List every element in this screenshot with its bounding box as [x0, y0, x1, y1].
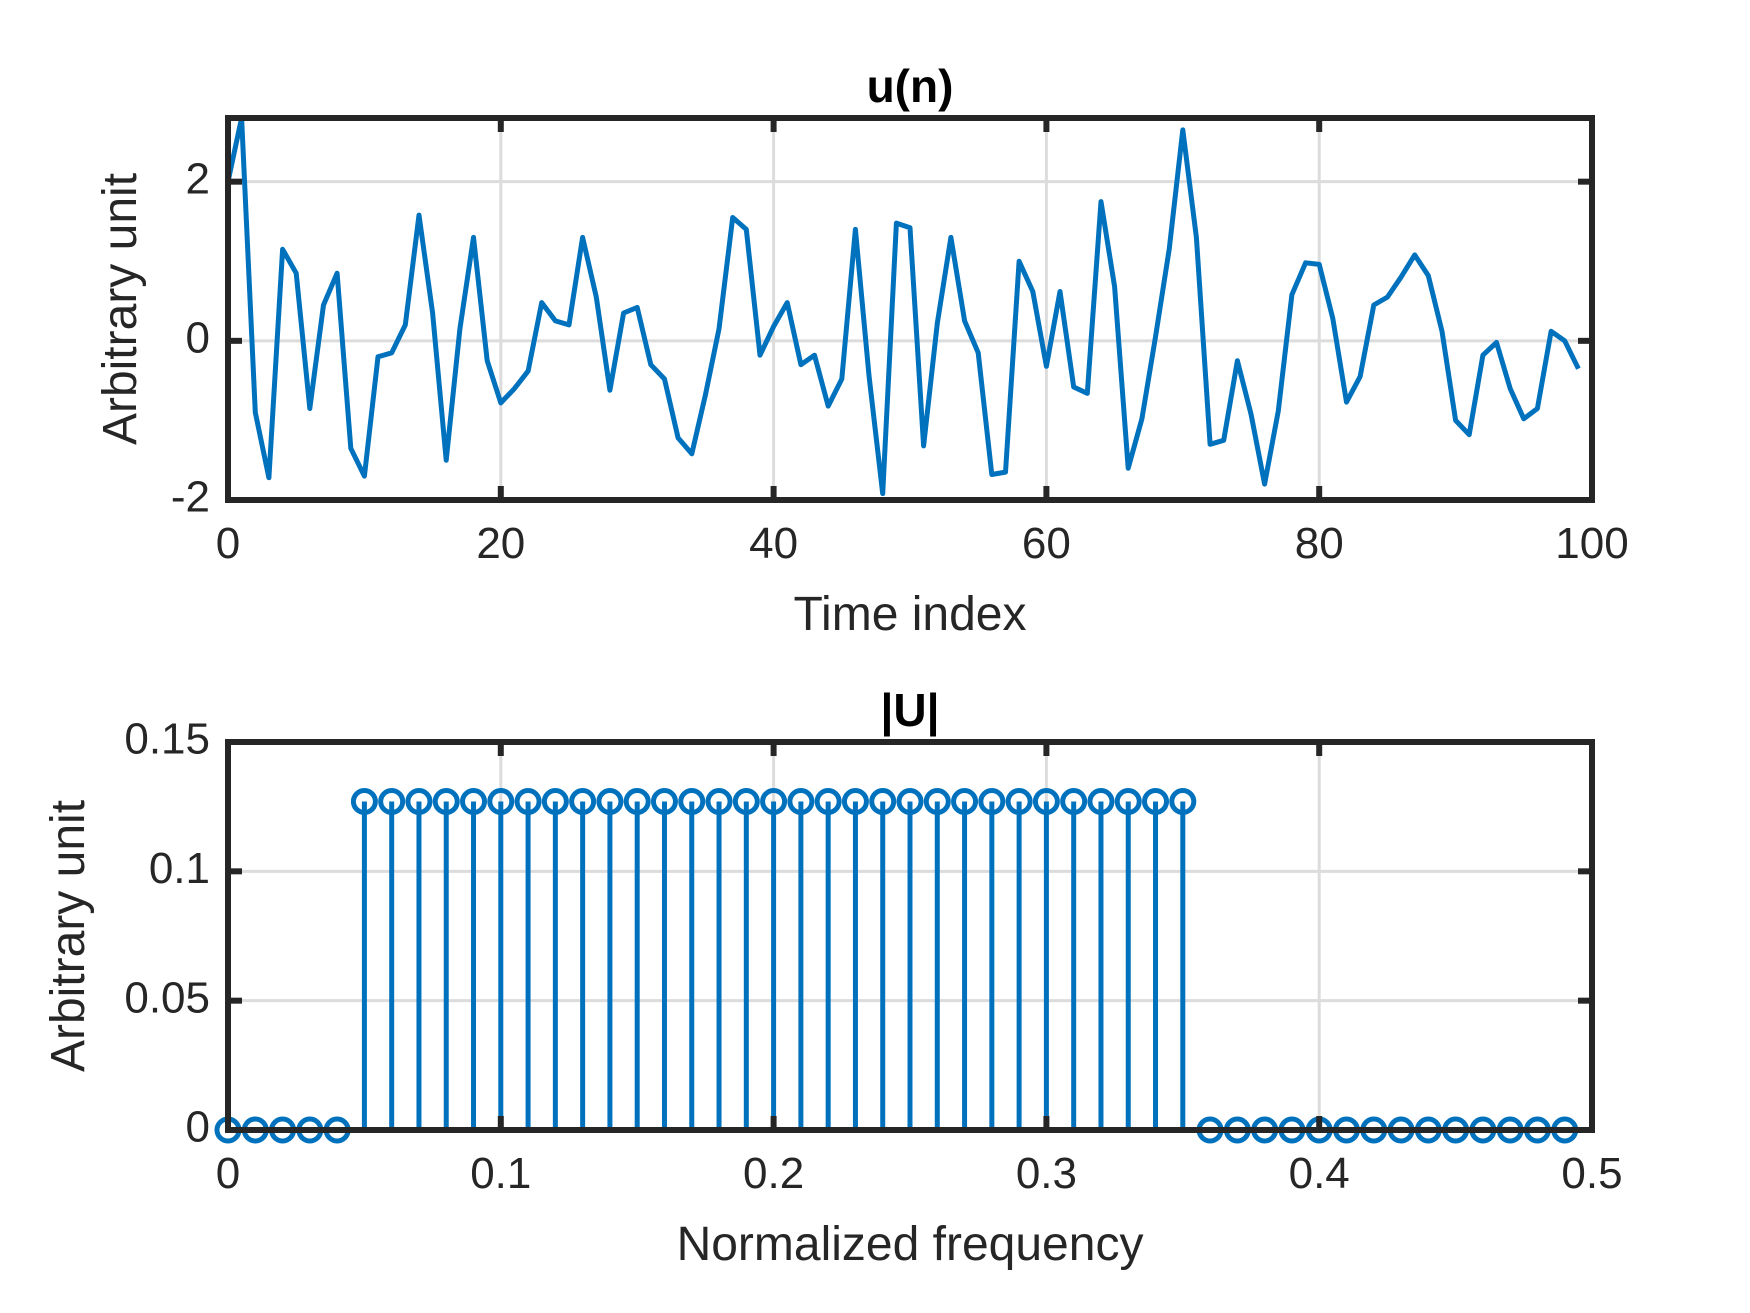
spectrum-x-tick-labels: 0 0.1 0.2 0.3 0.4 0.5: [216, 1149, 1623, 1198]
time-domain-x-axis-label: Time index: [794, 588, 1027, 641]
spectrum-x-tick-label: 0.2: [743, 1149, 804, 1198]
time-domain-x-tick-label: 0: [216, 519, 240, 568]
spectrum-stem-marker: [869, 787, 897, 815]
time-domain-plot: 0 20 40 60 80 100 -202 u(n) Time index Arbitr…: [94, 60, 1629, 641]
spectrum-stem-marker: [678, 787, 706, 815]
spectrum-x-tick-label: 0: [216, 1149, 240, 1198]
spectrum-stem-marker: [432, 787, 460, 815]
spectrum-stem-marker: [405, 787, 433, 815]
spectrum-stem-marker: [787, 787, 815, 815]
spectrum-y-tick-label: 0.1: [149, 844, 210, 893]
spectrum-stem-marker: [596, 787, 624, 815]
spectrum-axes-frame: [225, 739, 1595, 1133]
spectrum-stem-marker: [541, 787, 569, 815]
time-domain-y-tick-label: 2: [186, 154, 210, 203]
spectrum-y-tick-labels: 0 0.05 0.1 0.15: [124, 715, 210, 1152]
time-domain-series-line: [225, 115, 1581, 497]
time-domain-ticks: [225, 118, 1595, 503]
spectrum-stem-marker: [1032, 787, 1060, 815]
spectrum-stem-marker: [760, 787, 788, 815]
spectrum-stem-marker: [487, 787, 515, 815]
spectrum-x-tick-label: 0.5: [1561, 1149, 1622, 1198]
spectrum-x-tick-label: 0.1: [470, 1149, 531, 1198]
spectrum-stem-marker: [378, 787, 406, 815]
spectrum-series: [214, 787, 1579, 1144]
spectrum-stem-marker: [569, 787, 597, 815]
spectrum-ticks: [225, 739, 1595, 1133]
spectrum-title: |U|: [881, 684, 940, 736]
spectrum-stem-marker: [650, 787, 678, 815]
spectrum-stem-marker: [514, 787, 542, 815]
time-domain-y-axis-label: Arbitrary unit: [94, 173, 147, 445]
spectrum-stem-marker: [460, 787, 488, 815]
spectrum-stem-marker: [1169, 787, 1197, 815]
time-domain-title: u(n): [867, 60, 954, 112]
time-domain-y-tick-label: 0: [186, 313, 210, 362]
time-domain-x-tick-label: 100: [1555, 519, 1628, 568]
spectrum-plot: 0 0.1 0.2 0.3 0.4 0.5 0 0.05 0.1 0.15 |U| Normal…: [42, 684, 1623, 1271]
spectrum-stem-marker: [896, 787, 924, 815]
spectrum-stem-marker: [951, 787, 979, 815]
spectrum-stem-marker: [1005, 787, 1033, 815]
time-domain-x-tick-label: 40: [749, 519, 798, 568]
spectrum-stem-marker: [705, 787, 733, 815]
spectrum-stem-marker: [1114, 787, 1142, 815]
spectrum-stem-marker: [1060, 787, 1088, 815]
spectrum-stem-marker: [841, 787, 869, 815]
time-domain-y-tick-labels: -2 0 2: [171, 154, 210, 521]
spectrum-stem-marker: [814, 787, 842, 815]
spectrum-stem-marker: [1087, 787, 1115, 815]
spectrum-stem-marker: [978, 787, 1006, 815]
time-domain-x-tick-labels: 0 20 40 60 80 100: [216, 519, 1629, 568]
spectrum-x-axis-label: Normalized frequency: [677, 1218, 1144, 1271]
spectrum-stem-marker: [623, 787, 651, 815]
spectrum-y-tick-label: 0.05: [124, 973, 210, 1022]
spectrum-y-tick-label: 0: [186, 1103, 210, 1152]
spectrum-x-tick-label: 0.4: [1289, 1149, 1350, 1198]
spectrum-stem-marker: [923, 787, 951, 815]
time-domain-y-tick-label: -2: [171, 473, 210, 522]
time-domain-axes-frame: [225, 115, 1595, 503]
time-domain-x-tick-label: 20: [476, 519, 525, 568]
spectrum-stem-marker: [732, 787, 760, 815]
time-domain-x-tick-label: 60: [1022, 519, 1071, 568]
spectrum-stem-marker: [350, 787, 378, 815]
time-domain-series: [225, 115, 1581, 497]
time-domain-x-tick-label: 80: [1295, 519, 1344, 568]
spectrum-stem-marker: [1142, 787, 1170, 815]
spectrum-y-axis-label: Arbitrary unit: [42, 800, 95, 1072]
spectrum-y-tick-label: 0.15: [124, 715, 210, 764]
spectrum-x-tick-label: 0.3: [1016, 1149, 1077, 1198]
